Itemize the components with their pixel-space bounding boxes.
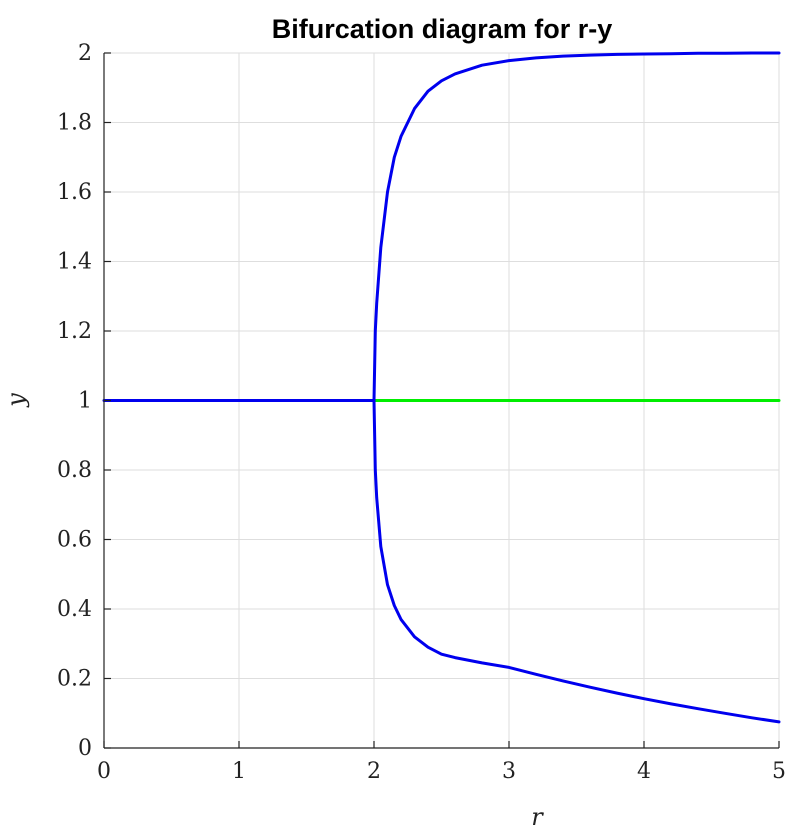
series-line-2 bbox=[372, 51, 781, 402]
x-tick-label: 0 bbox=[97, 759, 111, 784]
x-axis-label: r bbox=[531, 803, 544, 831]
x-tick-label: 3 bbox=[502, 759, 516, 784]
series-line-3 bbox=[372, 399, 781, 724]
y-tick-label: 1 bbox=[78, 389, 92, 414]
y-tick-label: 1.8 bbox=[57, 111, 92, 136]
tick-labels: 0 1 2 3 4 5 0 0.2 0.4 0.6 0.8 1 1.2 1.4 1.6 1.8 2 bbox=[57, 41, 786, 784]
y-tick-label: 2 bbox=[78, 41, 92, 66]
x-tick-label: 5 bbox=[772, 759, 786, 784]
y-tick-label: 0 bbox=[78, 736, 92, 761]
y-tick-label: 1.2 bbox=[57, 319, 92, 344]
y-tick-label: 1.4 bbox=[57, 250, 92, 275]
series-layer bbox=[102, 51, 781, 724]
x-tick-label: 2 bbox=[367, 759, 381, 784]
y-tick-label: 0.2 bbox=[57, 667, 92, 692]
axes bbox=[103, 52, 780, 749]
y-axis-label: y bbox=[2, 393, 30, 408]
y-tick-label: 0.8 bbox=[57, 458, 92, 483]
x-tick-label: 4 bbox=[637, 759, 651, 784]
x-tick-label: 1 bbox=[232, 759, 246, 784]
chart-title: Bifurcation diagram for r-y bbox=[272, 14, 613, 44]
y-tick-label: 0.4 bbox=[57, 597, 92, 622]
y-tick-label: 1.6 bbox=[57, 180, 92, 205]
y-tick-label: 0.6 bbox=[57, 528, 92, 553]
